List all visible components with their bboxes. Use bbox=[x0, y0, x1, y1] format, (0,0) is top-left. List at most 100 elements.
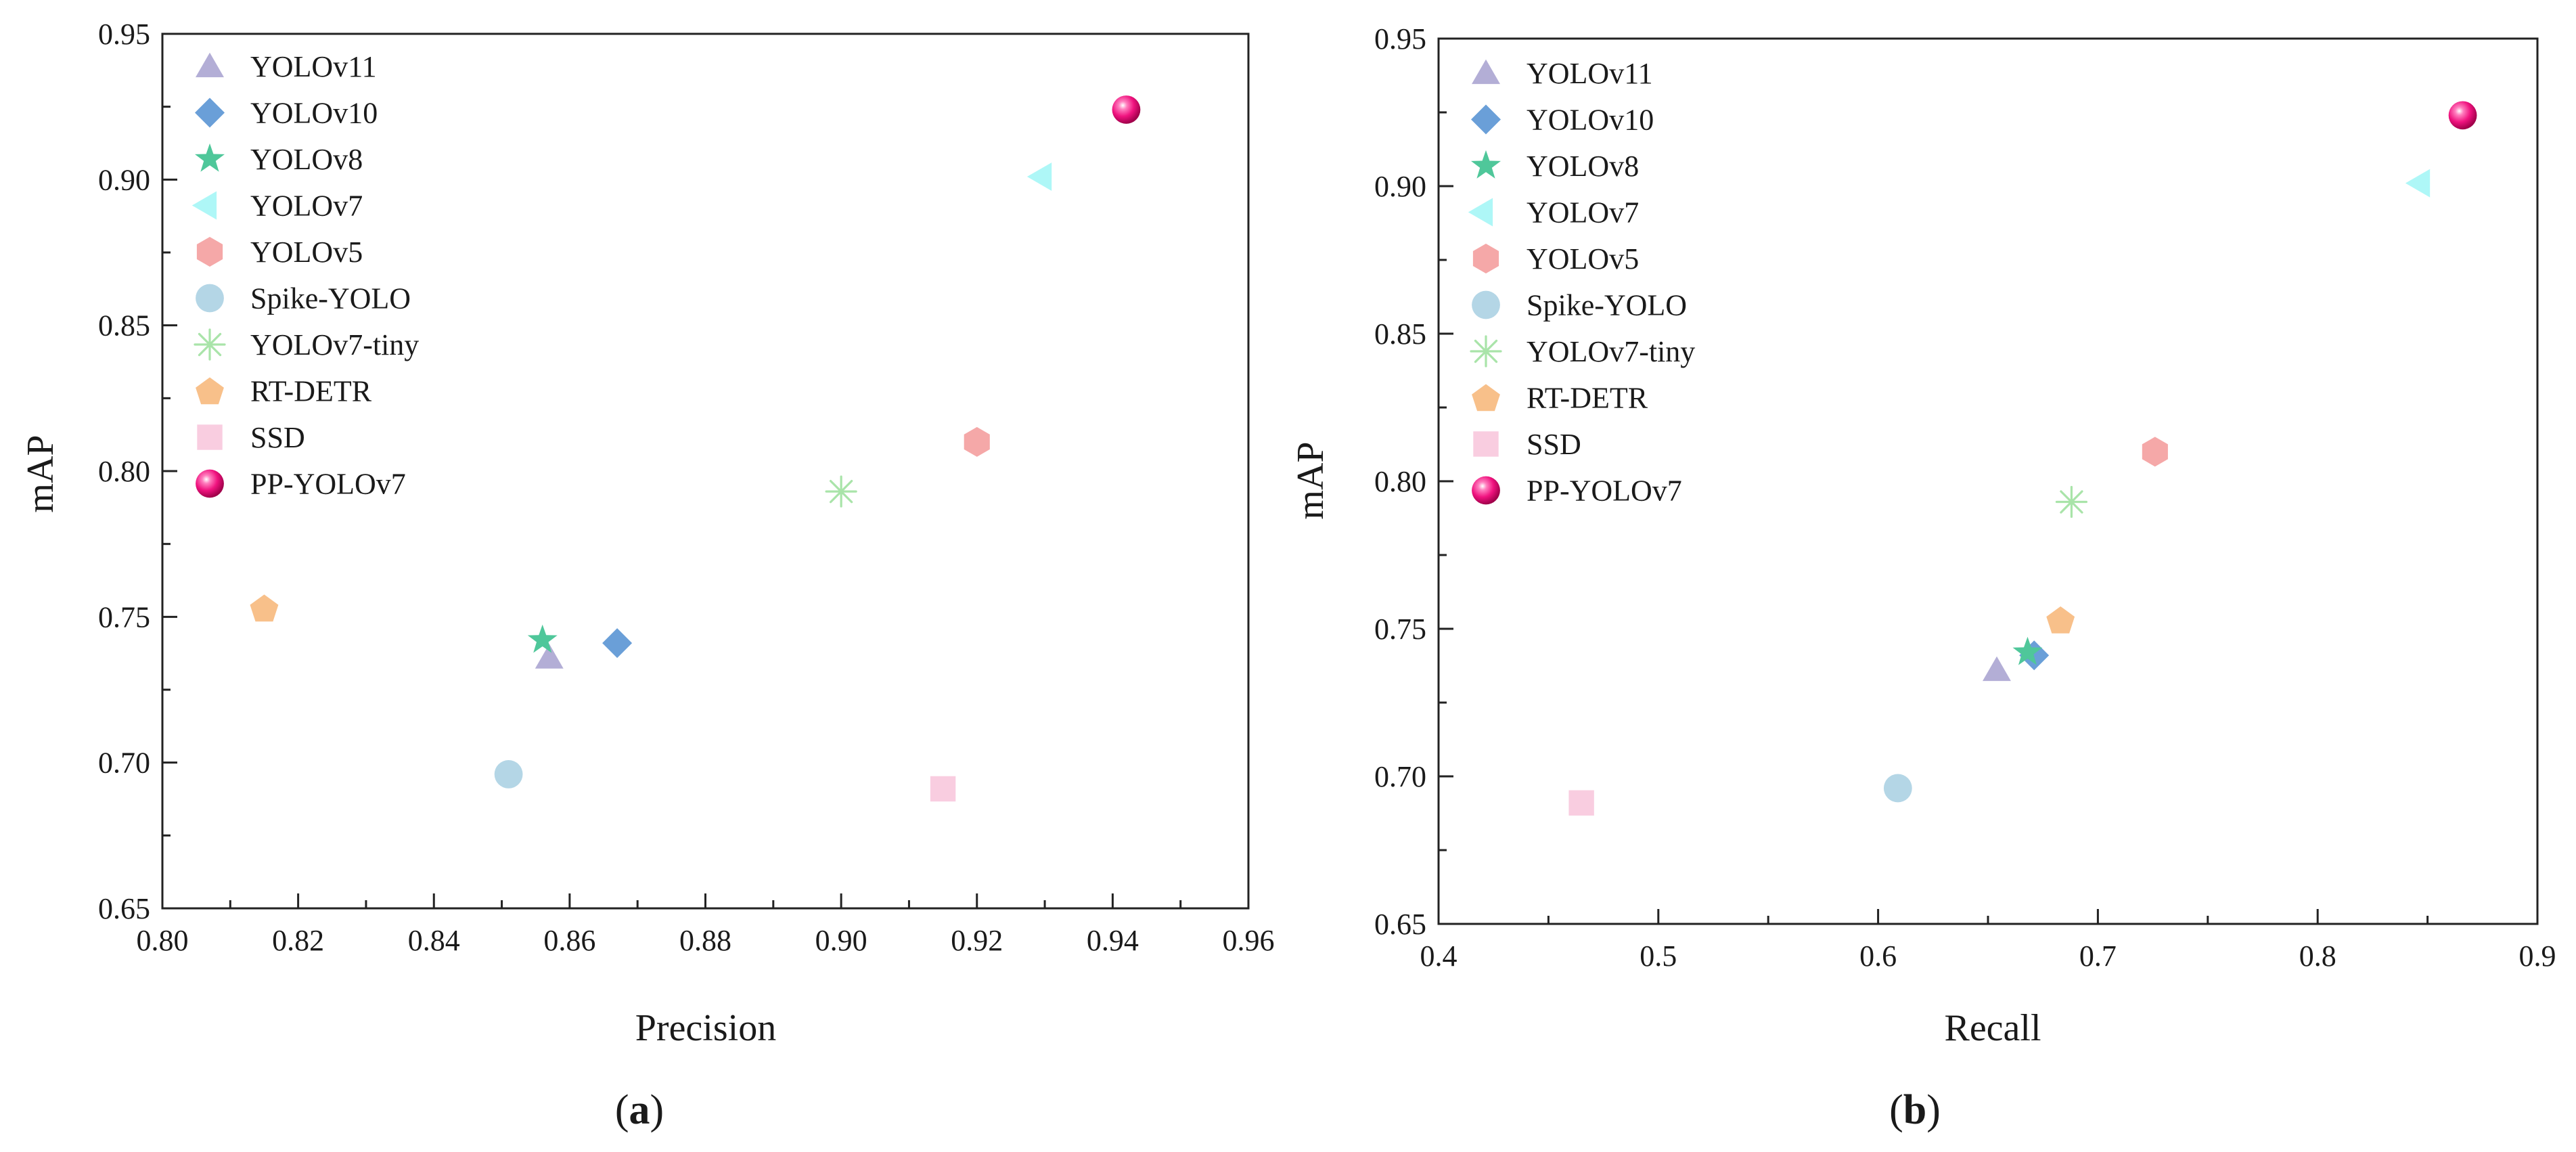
panel-a-legend-label-yolov7-tiny: YOLOv7-tiny bbox=[250, 328, 419, 361]
panel-b-caption-label: (b) bbox=[1889, 1087, 1941, 1133]
panel-b-x-tick-label: 0.9 bbox=[2519, 939, 2556, 973]
panel-b-caption-letter: b bbox=[1903, 1087, 1926, 1133]
panel-a-legend-label-yolov10: YOLOv10 bbox=[250, 97, 378, 130]
panel-a-point-spike-yolo bbox=[494, 759, 523, 789]
panel-a-legend-marker-yolov5 bbox=[196, 237, 223, 267]
panel-a-legend-label-yolov11: YOLOv11 bbox=[250, 50, 377, 83]
panel-b-y-tick-label: 0.75 bbox=[1374, 613, 1426, 646]
panel-b-x-tick-label: 0.8 bbox=[2299, 939, 2336, 973]
panel-a-point-yolov7-tiny bbox=[825, 475, 857, 508]
panel-a-point-yolov10 bbox=[602, 628, 633, 659]
panel-b-y-tick-label: 0.85 bbox=[1374, 317, 1426, 351]
panel-b-point-spike-yolo bbox=[1883, 774, 1912, 803]
panel-b-scatter-chart: 0.4 0.5 0.6 0.7 0.8 0.9 0.65 0.70 0.75 0.80 0.85 0.… bbox=[1290, 22, 2556, 1133]
panel-a-legend-label-spike-yolo: Spike-YOLO bbox=[250, 282, 411, 315]
panel-a-x-tick-label: 0.80 bbox=[137, 924, 189, 957]
panel-b-point-ssd bbox=[1568, 790, 1594, 816]
panel-a-legend-marker-ssd bbox=[197, 424, 223, 450]
panel-b-legend-label-yolov7-tiny: YOLOv7-tiny bbox=[1527, 335, 1695, 368]
panel-a-axes: 0.80 0.82 0.84 0.86 0.88 0.90 0.92 0.94 0.96 0.65… bbox=[98, 18, 1275, 957]
panel-b-legend-marker-yolov7-tiny bbox=[1470, 335, 1502, 368]
panel-a-point-yolov8 bbox=[527, 624, 558, 653]
panel-a-legend-marker-yolov8 bbox=[195, 143, 225, 172]
panel-b-legend-marker-yolov11 bbox=[1472, 59, 1500, 85]
panel-a-point-yolov7 bbox=[1026, 162, 1052, 191]
panel-b-legend-marker-yolov10 bbox=[1471, 104, 1501, 135]
panel-b-legend-marker-yolov7 bbox=[1468, 198, 1493, 227]
panel-b-legend-label-yolov8: YOLOv8 bbox=[1527, 150, 1639, 183]
panel-a-data-points bbox=[250, 95, 1141, 802]
panel-a-legend-label-ssd: SSD bbox=[250, 421, 305, 454]
panel-b-axes: 0.4 0.5 0.6 0.7 0.8 0.9 0.65 0.70 0.75 0.80 0.85 0.… bbox=[1374, 22, 2556, 973]
panel-b-y-tick-label: 0.90 bbox=[1374, 170, 1426, 203]
panel-b-point-yolov11 bbox=[1983, 656, 2011, 682]
panel-a-y-tick-label: 0.70 bbox=[98, 747, 150, 780]
panel-a-legend-marker-spike-yolo bbox=[196, 284, 224, 313]
panel-a-y-tick-label: 0.75 bbox=[98, 600, 150, 634]
panel-a-x-tick-label: 0.92 bbox=[951, 924, 1003, 957]
panel-b-legend-marker-rt-detr bbox=[1472, 384, 1500, 412]
panel-b-legend-label-yolov11: YOLOv11 bbox=[1527, 57, 1653, 90]
panel-b-legend-label-pp-yolov7: PP-YOLOv7 bbox=[1527, 474, 1682, 508]
panel-a-legend: YOLOv11 YOLOv10 YOLOv8 YOLOv7 YOLOv5 Spike-YO… bbox=[191, 50, 419, 501]
panel-b-legend-label-yolov7: YOLOv7 bbox=[1527, 196, 1639, 229]
panel-a-legend-marker-yolov10 bbox=[195, 97, 225, 128]
panel-a-y-tick-label: 0.65 bbox=[98, 892, 150, 925]
panel-a-legend-marker-yolov7-tiny bbox=[194, 328, 226, 361]
panel-b-x-tick-label: 0.5 bbox=[1640, 939, 1677, 973]
panel-b-point-yolov5 bbox=[2142, 437, 2168, 467]
panel-b-point-yolov8 bbox=[2012, 636, 2043, 665]
panel-b-legend-label-yolov5: YOLOv5 bbox=[1527, 242, 1639, 275]
panel-b-data-points bbox=[1568, 101, 2477, 816]
panel-a-point-yolov5 bbox=[964, 426, 990, 457]
panel-a-x-tick-label: 0.94 bbox=[1087, 924, 1139, 957]
panel-b-y-tick-label: 0.70 bbox=[1374, 760, 1426, 793]
panel-a-x-tick-label: 0.90 bbox=[815, 924, 867, 957]
panel-a-y-tick-label: 0.90 bbox=[98, 163, 150, 196]
panel-a-legend-marker-yolov11 bbox=[196, 52, 224, 78]
panel-b-legend-label-yolov10: YOLOv10 bbox=[1527, 104, 1654, 137]
panel-b-legend-marker-spike-yolo bbox=[1472, 290, 1500, 319]
panel-a-legend-marker-pp-yolov7 bbox=[196, 469, 224, 498]
panel-a-caption-letter: a bbox=[629, 1087, 650, 1133]
panel-b-point-yolov7 bbox=[2405, 169, 2431, 198]
panel-b-legend-label-ssd: SSD bbox=[1527, 428, 1581, 461]
panel-a-point-rt-detr bbox=[250, 594, 279, 622]
panel-a-x-tick-label: 0.96 bbox=[1223, 924, 1275, 957]
panel-a-legend-label-yolov7: YOLOv7 bbox=[250, 190, 363, 223]
panel-a-point-yolov11 bbox=[535, 644, 564, 669]
panel-b-x-axis-title: Recall bbox=[1944, 1007, 2041, 1049]
panel-a-y-tick-label: 0.95 bbox=[98, 18, 150, 51]
panel-b-point-pp-yolov7 bbox=[2448, 101, 2477, 130]
panel-b-legend-marker-yolov5 bbox=[1472, 244, 1499, 273]
panel-b-legend: YOLOv11 YOLOv10 YOLOv8 YOLOv7 YOLOv5 Spike-YO… bbox=[1468, 57, 1695, 508]
panel-a-x-tick-label: 0.86 bbox=[543, 924, 595, 957]
panel-a-point-ssd bbox=[930, 776, 956, 802]
panel-a-x-tick-label: 0.82 bbox=[272, 924, 324, 957]
panel-a-point-pp-yolov7 bbox=[1112, 95, 1141, 124]
panel-a-x-tick-label: 0.84 bbox=[408, 924, 460, 957]
panel-b-legend-marker-pp-yolov7 bbox=[1472, 476, 1500, 505]
panel-a-legend-label-rt-detr: RT-DETR bbox=[250, 375, 372, 408]
panel-b-y-tick-label: 0.65 bbox=[1374, 908, 1426, 941]
panel-a-legend-label-yolov8: YOLOv8 bbox=[250, 143, 363, 176]
panel-a-y-axis-title: mAP bbox=[20, 435, 62, 512]
panel-b-point-rt-detr bbox=[2046, 606, 2075, 634]
panel-b-y-tick-label: 0.80 bbox=[1374, 465, 1426, 498]
panel-b-x-tick-label: 0.4 bbox=[1420, 939, 1458, 973]
panel-a-scatter-chart: 0.80 0.82 0.84 0.86 0.88 0.90 0.92 0.94 0.96 0.65… bbox=[20, 18, 1275, 1133]
panel-a-legend-label-yolov5: YOLOv5 bbox=[250, 236, 363, 269]
panel-a-legend-marker-yolov7 bbox=[191, 191, 217, 220]
panel-b-y-axis-title: mAP bbox=[1290, 441, 1332, 519]
panel-b-legend-label-rt-detr: RT-DETR bbox=[1527, 382, 1648, 415]
panel-b-legend-label-spike-yolo: Spike-YOLO bbox=[1527, 289, 1687, 322]
panel-b-y-tick-label: 0.95 bbox=[1374, 22, 1426, 56]
panel-a-y-tick-label: 0.80 bbox=[98, 455, 150, 488]
panel-b-legend-marker-ssd bbox=[1473, 431, 1499, 457]
panel-a-legend-label-pp-yolov7: PP-YOLOv7 bbox=[250, 468, 406, 501]
panel-a-caption-label: (a) bbox=[615, 1087, 664, 1133]
panel-a-x-axis-title: Precision bbox=[635, 1007, 776, 1049]
panel-a-legend-marker-rt-detr bbox=[196, 377, 224, 405]
panel-b-point-yolov7-tiny bbox=[2055, 485, 2088, 518]
panel-a-y-tick-label: 0.85 bbox=[98, 309, 150, 342]
